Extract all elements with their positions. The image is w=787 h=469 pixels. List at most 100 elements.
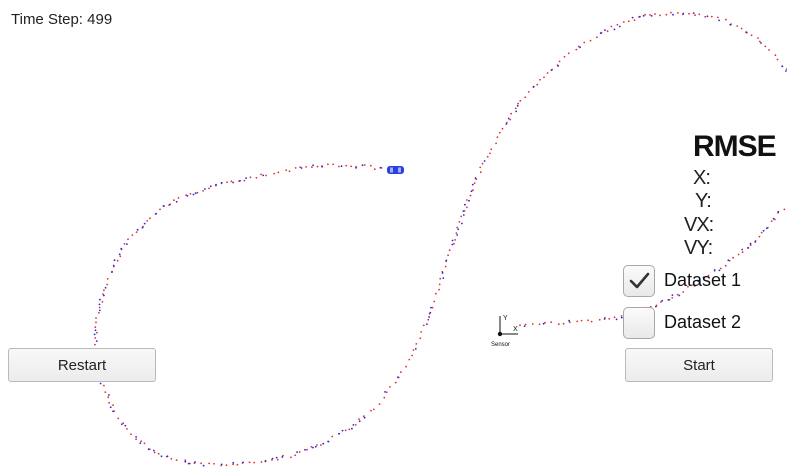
measurement-point — [332, 163, 334, 166]
measurement-point — [232, 463, 235, 466]
estimate-point — [242, 461, 245, 464]
measurement-point — [524, 323, 527, 326]
measurement-point — [184, 459, 187, 462]
estimate-point — [99, 382, 102, 385]
measurement-point — [447, 254, 449, 257]
measurement-point — [557, 323, 560, 326]
measurement-point — [294, 454, 297, 457]
measurement-point — [698, 13, 701, 16]
measurement-point — [444, 265, 447, 268]
measurement-point — [354, 424, 357, 426]
measurement-point — [394, 381, 397, 384]
measurement-point — [644, 13, 646, 16]
measurement-point — [189, 193, 192, 195]
estimate-point — [785, 70, 787, 72]
rmse-vy-label: VY: — [684, 237, 713, 259]
measurement-point — [538, 323, 541, 326]
estimate-point — [136, 228, 139, 231]
measurement-point — [693, 285, 696, 287]
measurement-point — [575, 48, 578, 51]
dataset-1-checkbox[interactable] — [623, 265, 655, 297]
measurement-point — [707, 274, 710, 277]
measurement-point — [741, 251, 744, 254]
dataset-2-label[interactable]: Dataset 2 — [664, 312, 742, 332]
estimate-point — [194, 192, 197, 195]
estimate-point — [542, 322, 545, 325]
start-button[interactable]: Start — [625, 348, 773, 382]
estimate-point — [239, 179, 241, 182]
estimate-point — [322, 442, 325, 445]
estimate-point — [321, 165, 323, 168]
measurement-point — [682, 291, 685, 293]
estimate-point — [749, 242, 752, 245]
restart-button[interactable]: Restart — [8, 348, 156, 382]
estimate-point — [361, 164, 364, 167]
measurement-point — [338, 165, 340, 168]
estimate-point — [341, 429, 344, 432]
measurement-point — [126, 428, 128, 430]
estimate-point — [296, 451, 298, 453]
estimate-point — [104, 286, 107, 289]
measurement-point — [758, 40, 761, 43]
estimate-point — [98, 309, 101, 312]
measurement-point — [320, 444, 322, 446]
estimate-point — [777, 210, 780, 213]
estimate-point — [604, 317, 606, 319]
estimate-point — [697, 280, 700, 283]
measurement-point — [135, 231, 138, 234]
measurement-point — [159, 208, 161, 211]
estimate-point — [661, 299, 664, 302]
rmse-vx-label: VX: — [684, 214, 714, 236]
measurement-point — [98, 312, 100, 314]
measurement-point — [438, 283, 441, 286]
measurement-point — [740, 27, 743, 30]
measurement-point — [479, 166, 482, 169]
estimate-point — [95, 340, 98, 342]
measurement-point — [350, 165, 353, 168]
estimate-point — [147, 448, 150, 451]
estimate-point — [516, 104, 519, 107]
measurement-point — [758, 235, 761, 238]
measurement-point — [310, 445, 313, 448]
car-icon — [387, 166, 404, 174]
measurement-point — [373, 168, 376, 171]
measurement-point — [170, 457, 173, 460]
measurement-point — [580, 319, 583, 322]
estimate-point — [220, 463, 223, 466]
estimate-point — [781, 65, 784, 68]
measurement-point — [465, 206, 468, 209]
measurement-point — [123, 243, 126, 245]
measurement-point — [101, 301, 104, 303]
estimate-point — [692, 12, 695, 15]
measurement-point — [610, 25, 613, 28]
measurement-point — [143, 442, 146, 445]
measurement-point — [331, 435, 334, 438]
measurement-point — [704, 15, 707, 18]
estimate-point — [718, 269, 721, 272]
dataset-1-label[interactable]: Dataset 1 — [664, 270, 742, 290]
estimate-point — [113, 259, 116, 262]
measurement-point — [694, 14, 696, 17]
estimate-point — [232, 461, 235, 464]
measurement-point — [290, 456, 292, 459]
measurement-point — [498, 131, 501, 134]
measurement-point — [749, 244, 752, 247]
estimate-point — [275, 456, 278, 459]
estimate-point — [464, 203, 466, 206]
measurement-point — [613, 316, 616, 319]
estimate-point — [135, 436, 138, 438]
rmse-x-label: X: — [693, 167, 711, 189]
measurement-point — [306, 448, 308, 451]
measurement-point — [517, 102, 519, 105]
measurement-point — [627, 20, 630, 23]
measurement-point — [94, 343, 96, 346]
measurement-point — [687, 285, 689, 288]
measurement-point — [616, 23, 619, 26]
measurement-point — [420, 331, 422, 333]
dataset-2-checkbox[interactable] — [623, 307, 655, 339]
sensor-x-label: X — [513, 326, 518, 333]
estimate-point — [215, 183, 217, 186]
estimate-point — [94, 329, 97, 332]
measurement-point — [422, 324, 425, 327]
